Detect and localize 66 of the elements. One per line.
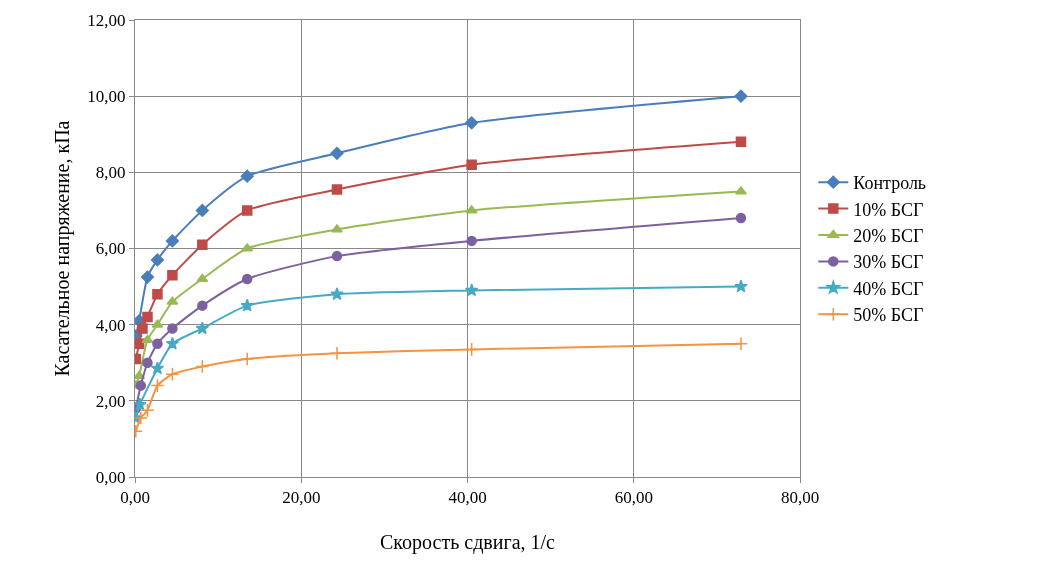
point xyxy=(734,89,748,103)
point xyxy=(240,351,255,366)
point xyxy=(197,239,208,250)
point xyxy=(466,235,477,247)
point xyxy=(135,380,147,391)
y-tick-label: 10,00 xyxy=(87,87,126,107)
y-axis-title: Касательное напряжение, кПа xyxy=(50,120,74,377)
point xyxy=(150,253,165,267)
y-tick-label: 2,00 xyxy=(95,391,126,411)
x-axis-title: Скорость сдвига, 1/с xyxy=(380,530,556,554)
point xyxy=(465,116,479,130)
legend-label: 40% БСГ xyxy=(853,278,924,299)
point xyxy=(464,283,479,297)
point xyxy=(466,159,477,170)
point xyxy=(152,288,163,300)
x-tick-label: 60,00 xyxy=(614,488,653,508)
point xyxy=(331,250,343,262)
x-tick-label: 80,00 xyxy=(780,488,820,508)
point xyxy=(140,403,155,418)
y-tick-label: 12,00 xyxy=(87,10,126,30)
point xyxy=(135,397,147,411)
legend-label: Контроль xyxy=(853,173,927,194)
x-tick-label: 20,00 xyxy=(282,488,321,508)
point xyxy=(330,146,344,160)
point xyxy=(331,224,343,233)
point xyxy=(142,357,153,368)
point xyxy=(165,234,180,248)
point xyxy=(195,321,210,335)
y-tick-label: 0,00 xyxy=(95,467,126,487)
point xyxy=(330,287,344,301)
x-tick-label: 0,00 xyxy=(120,488,150,508)
legend-label: 30% БСГ xyxy=(853,252,924,273)
point xyxy=(464,342,479,357)
point xyxy=(197,300,208,311)
point xyxy=(150,378,165,393)
legend-label: 10% БСГ xyxy=(853,199,924,220)
point xyxy=(135,338,145,349)
point xyxy=(241,205,253,216)
point xyxy=(152,338,163,349)
point xyxy=(734,279,748,293)
point xyxy=(735,186,747,195)
point xyxy=(165,336,180,350)
point xyxy=(167,323,178,334)
point xyxy=(735,212,747,224)
point xyxy=(240,169,254,183)
point xyxy=(240,298,254,312)
y-tick-label: 4,00 xyxy=(95,315,126,335)
point xyxy=(140,270,155,284)
point xyxy=(241,273,253,285)
legend-label: 20% БСГ xyxy=(853,226,924,247)
point xyxy=(331,184,343,195)
point xyxy=(167,269,178,281)
point xyxy=(142,311,153,323)
y-tick-label: 6,00 xyxy=(95,239,126,259)
point xyxy=(137,323,148,334)
point xyxy=(165,367,180,382)
point xyxy=(329,346,345,361)
point xyxy=(150,361,165,375)
point xyxy=(135,410,148,426)
point xyxy=(195,203,209,218)
point xyxy=(735,136,747,148)
x-tick-label: 40,00 xyxy=(448,488,487,508)
point xyxy=(195,359,210,374)
y-tick-label: 8,00 xyxy=(95,163,126,183)
legend-label: 50% БСГ xyxy=(853,305,924,326)
point xyxy=(733,336,749,351)
